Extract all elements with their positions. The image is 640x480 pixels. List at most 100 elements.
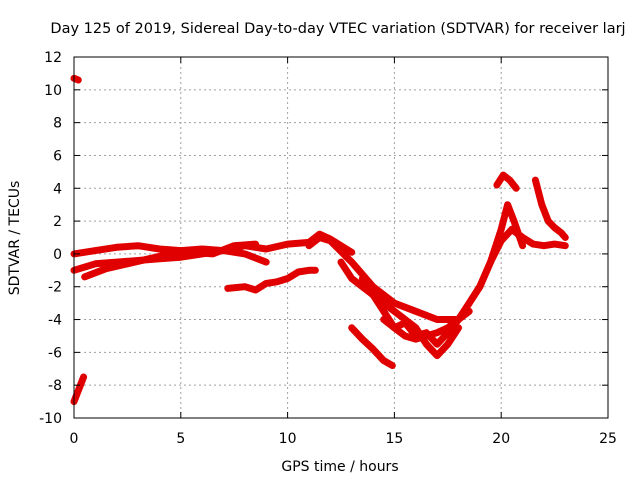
data-point: [348, 275, 355, 282]
data-point: [273, 278, 280, 285]
data-point: [113, 244, 120, 251]
data-series: [70, 74, 569, 406]
data-point: [80, 373, 87, 380]
data-point: [423, 341, 430, 348]
data-point: [348, 259, 355, 266]
y-tick-label: 2: [53, 214, 62, 230]
data-point: [359, 275, 366, 282]
series-arc-1: [70, 74, 82, 84]
data-point: [455, 324, 462, 331]
data-point: [466, 300, 473, 307]
data-point: [284, 275, 291, 282]
series-arc-9: [358, 225, 527, 343]
data-point: [412, 308, 419, 315]
y-tick-label: 6: [53, 148, 62, 164]
data-point: [551, 224, 558, 231]
y-tick-label: 8: [53, 116, 62, 132]
data-point: [476, 283, 483, 290]
data-point: [284, 241, 291, 248]
data-point: [316, 234, 323, 241]
y-axis-label: SDTVAR / TECUs: [7, 181, 23, 296]
data-point: [252, 241, 259, 248]
x-tick-label: 20: [492, 431, 510, 447]
data-point: [412, 324, 419, 331]
series-band: [493, 171, 520, 192]
data-point: [370, 291, 377, 298]
data-point: [434, 316, 441, 323]
data-point: [380, 316, 387, 323]
data-point: [504, 201, 511, 208]
data-point: [511, 218, 518, 225]
data-point: [241, 283, 248, 290]
data-point: [551, 241, 558, 248]
data-point: [359, 336, 366, 343]
data-point: [156, 245, 163, 252]
data-point: [295, 268, 302, 275]
data-point: [188, 249, 195, 256]
series-band: [70, 373, 88, 406]
y-tick-label: -10: [39, 411, 62, 427]
data-point: [380, 357, 387, 364]
data-point: [402, 319, 409, 326]
series-band: [70, 247, 270, 274]
data-point: [434, 352, 441, 359]
y-tick-label: 10: [44, 83, 62, 99]
axis-ticks: [73, 56, 609, 419]
data-point: [402, 332, 409, 339]
series-arc-11: [380, 201, 527, 348]
data-point: [493, 181, 500, 188]
chart-title: Day 125 of 2019, Sidereal Day-to-day VTE…: [50, 21, 625, 37]
series-arc-2: [70, 373, 88, 406]
data-point: [241, 250, 248, 257]
data-point: [444, 329, 451, 336]
series-arc-6: [224, 266, 319, 294]
data-point: [519, 234, 526, 241]
data-point: [532, 177, 539, 184]
data-point: [412, 332, 419, 339]
data-point: [538, 201, 545, 208]
data-point: [423, 329, 430, 336]
data-point: [348, 324, 355, 331]
data-point: [540, 242, 547, 249]
data-point: [167, 250, 174, 257]
data-point: [75, 76, 82, 83]
series-arc-10: [348, 324, 396, 369]
y-tick-label: -2: [48, 280, 62, 296]
data-point: [263, 245, 270, 252]
y-tick-label: 4: [53, 181, 62, 197]
data-point: [305, 242, 312, 249]
data-point: [231, 242, 238, 249]
data-point: [338, 259, 344, 266]
y-tick-label: -6: [48, 345, 62, 361]
data-point: [391, 324, 398, 331]
data-point: [263, 259, 270, 266]
x-tick-label: 25: [599, 431, 617, 447]
data-point: [487, 259, 494, 266]
data-point: [506, 177, 513, 184]
data-point: [519, 242, 526, 249]
series-band: [224, 266, 319, 294]
plot-frame: [73, 56, 609, 419]
data-point: [370, 346, 377, 353]
y-tick-label: -8: [48, 378, 62, 394]
x-axis-label: GPS time / hours: [281, 459, 398, 475]
x-tick-label: 0: [70, 431, 79, 447]
data-point: [434, 341, 441, 348]
y-tick-label: 0: [53, 247, 62, 263]
series-band: [305, 234, 473, 323]
data-point: [530, 241, 537, 248]
y-tick-label: 12: [44, 50, 62, 66]
series-arc-14: [508, 225, 569, 250]
data-point: [305, 267, 312, 274]
y-tick-label: -4: [48, 313, 62, 329]
data-point: [74, 390, 81, 397]
data-point: [562, 242, 569, 249]
data-point: [455, 316, 462, 323]
x-tick-label: 15: [385, 431, 403, 447]
x-tick-label: 5: [176, 431, 185, 447]
data-point: [500, 172, 507, 179]
data-point: [224, 285, 231, 292]
data-point: [252, 287, 259, 294]
data-point: [434, 329, 441, 336]
